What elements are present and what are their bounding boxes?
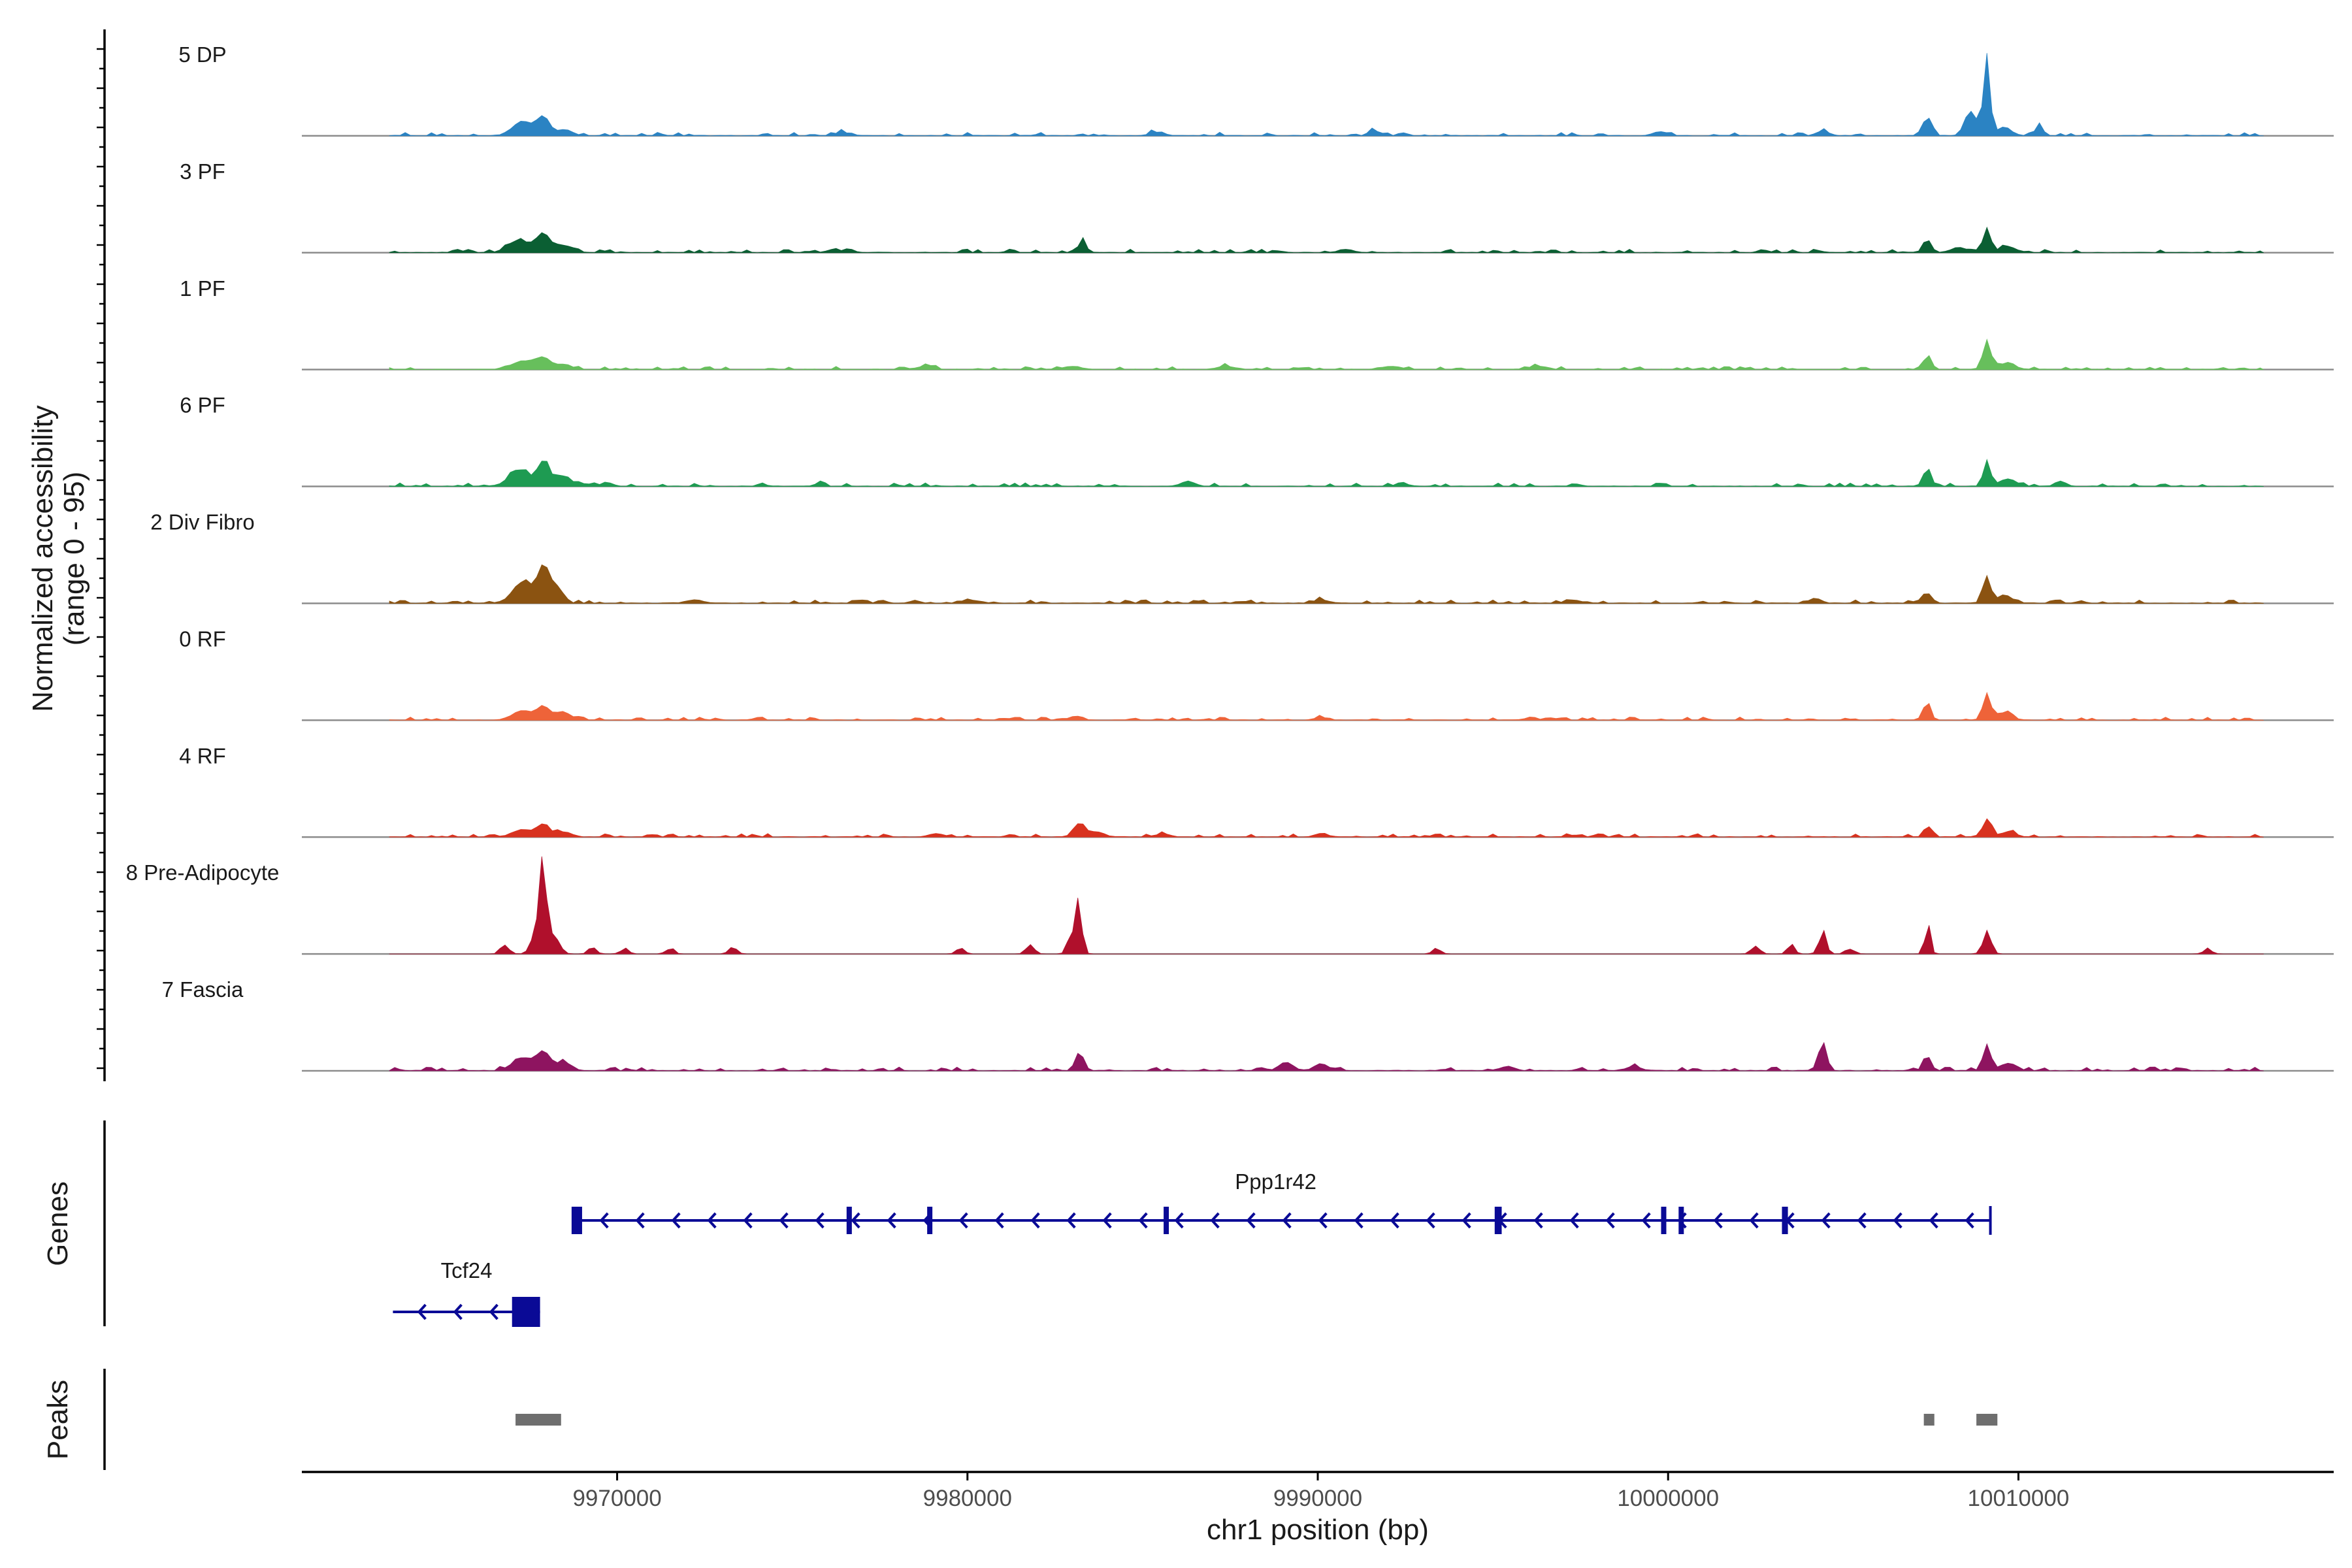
track-label: 5 DP: [178, 42, 226, 67]
track-label: 4 RF: [179, 743, 226, 768]
plot-background: [0, 0, 2352, 1568]
gene-exon: [1164, 1207, 1169, 1234]
gene-exon: [1782, 1207, 1788, 1234]
genes-panel-label: Genes: [42, 1181, 74, 1266]
x-tick-label: 10010000: [1968, 1486, 2070, 1511]
track-label: 1 PF: [180, 276, 225, 301]
gene-exon: [1678, 1207, 1684, 1234]
gene-exon: [1495, 1207, 1502, 1234]
peak-region: [1924, 1414, 1935, 1426]
y-axis-title-line2: (range 0 - 95): [58, 472, 90, 646]
x-tick-label: 9970000: [572, 1486, 661, 1511]
gene-exon: [927, 1207, 932, 1234]
gene-label: Ppp1r42: [1235, 1169, 1316, 1194]
gene-exon: [1661, 1207, 1666, 1234]
peaks-panel-label: Peaks: [42, 1380, 74, 1460]
gene-label: Tcf24: [441, 1258, 493, 1282]
peak-region: [515, 1414, 561, 1426]
x-axis-title: chr1 position (bp): [1207, 1514, 1429, 1546]
peak-region: [1976, 1414, 1997, 1426]
track-label: 7 Fascia: [162, 977, 244, 1002]
coverage-plot: Normalized accessibility (range 0 - 95) …: [0, 0, 2352, 1568]
x-tick-label: 10000000: [1617, 1486, 1719, 1511]
track-label: 0 RF: [179, 627, 226, 651]
x-tick-label: 9990000: [1273, 1486, 1362, 1511]
gene-exon: [572, 1207, 582, 1234]
gene-exon: [512, 1297, 540, 1327]
track-label: 6 PF: [180, 393, 225, 417]
gene-exon: [847, 1207, 852, 1234]
track-label: 2 Div Fibro: [150, 510, 255, 534]
x-tick-label: 9980000: [923, 1486, 1012, 1511]
y-axis-title-line1: Normalized accessibility: [27, 405, 59, 711]
track-label: 3 PF: [180, 159, 225, 184]
track-label: 8 Pre-Adipocyte: [126, 860, 280, 885]
